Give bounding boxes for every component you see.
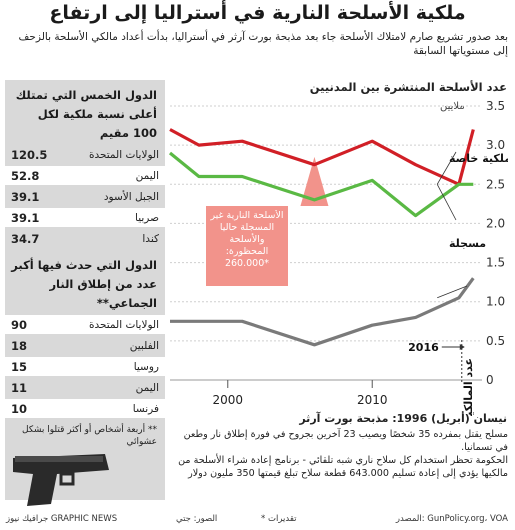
country-name: روسيا (133, 360, 159, 373)
marker-label: 2016 (408, 341, 439, 354)
country-name: الولايات المتحدة (88, 148, 159, 161)
ownership-heading: الدول الخمس التي تمتلك أعلى نسبة ملكية ل… (15, 88, 157, 140)
list-item: الولايات المتحدة 120.5 (5, 145, 165, 164)
country-name: الولايات المتحدة (88, 318, 159, 331)
series-line (168, 151, 474, 218)
list-item: الجبل الأسود 39.1 (5, 187, 165, 206)
country-name: اليمن (135, 169, 159, 182)
event-title: نيسان (أبريل) 1996: مذبحة بورت آرثر (299, 412, 507, 425)
country-name: صربيا (135, 211, 159, 224)
list-item: اليمن 52.8 (5, 166, 165, 185)
page-title: ملكية الأسلحة النارية في أستراليا إلى ار… (49, 2, 466, 24)
country-name: فرنسا (132, 402, 159, 415)
y-tick-label: 1.5 (486, 256, 505, 270)
series-lines (168, 128, 475, 347)
series-label: ملكية خاصة (449, 152, 508, 165)
country-value: 34.7 (11, 231, 40, 246)
estimate-note: * تقديرات (261, 514, 297, 524)
country-value: 120.5 (11, 147, 48, 162)
photo-credit: الصور: جتي (176, 514, 218, 524)
country-value: 52.8 (11, 168, 40, 183)
country-name: الجبل الأسود (103, 190, 159, 203)
handgun-icon (13, 454, 109, 506)
line-chart: 0 0.5 1.0 1.5 2.0 2.5 3.0 3.5 2000 2010 الأسلحة … (168, 99, 508, 416)
x-tick-label: 2010 (357, 393, 388, 407)
event-paragraph: مسلح يقتل بمفرده 35 شخصًا ويصيب 23 آخرين… (183, 429, 508, 453)
list-item: اليمن 11 (5, 378, 165, 397)
country-value: 10 (11, 401, 28, 416)
list-item: صربيا 39.1 (5, 208, 165, 227)
country-value: 11 (11, 380, 28, 395)
country-value: 39.1 (11, 189, 40, 204)
series-labels: ملكية خاصة مسجلة عدد المالكين المرخص لهم (436, 151, 508, 416)
event-paragraph: الحكومة تحظر استخدام كل سلاح ناري شبه تل… (178, 455, 508, 479)
country-name: الفلبين (129, 339, 159, 352)
shootings-footnote: ** أربعة أشخاص أو أكثر قتلوا بشكل عشوائي (22, 425, 157, 447)
x-tick-label: 2000 (213, 393, 244, 407)
list-item: الولايات المتحدة 90 (5, 315, 165, 334)
series-line (169, 128, 475, 186)
country-value: 15 (11, 359, 28, 374)
country-value: 18 (11, 338, 28, 353)
country-name: اليمن (135, 381, 159, 394)
series-label: عدد المالكين المرخص لهم (462, 358, 475, 416)
country-value: 39.1 (11, 210, 40, 225)
page-subtitle: بعد صدور تشريع صارم لامتلاك الأسلحة جاء … (18, 31, 508, 57)
y-tick-label: 0 (486, 373, 494, 387)
unit-label: ملايين (440, 101, 465, 112)
event-text: مسلح يقتل بمفرده 35 شخصًا ويصيب 23 آخرين… (178, 428, 508, 480)
label-leader (436, 151, 457, 185)
callout: الأسلحة النارية غير المسجلة حاليا والأسل… (206, 156, 329, 286)
y-tick-label: 3.5 (486, 99, 505, 113)
y-axis-ticks: 0 0.5 1.0 1.5 2.0 2.5 3.0 3.5 (486, 99, 505, 387)
y-tick-label: 2.0 (486, 216, 505, 230)
series-line (170, 277, 475, 347)
marker-arrowhead (459, 344, 465, 350)
shootings-heading: الدول التي حدث فيها أكبر عدد من إطلاق ال… (11, 258, 157, 310)
y-tick-label: 2.5 (486, 177, 505, 191)
shootings-list: الولايات المتحدة 90 الفلبين 18 روسيا 15 … (5, 315, 165, 418)
graphic-credit: جرافيك نيوز GRAPHIC NEWS (6, 514, 118, 524)
year-marker: 2016 (408, 340, 465, 382)
list-item: روسيا 15 (5, 357, 165, 376)
callout-box (206, 206, 288, 286)
label-leader (436, 184, 457, 221)
y-tick-label: 3.0 (486, 138, 505, 152)
callout-text: الأسلحة النارية غير المسجلة حاليا والأسل… (210, 210, 284, 269)
callout-text-wrap: الأسلحة النارية غير المسجلة حاليا والأسل… (210, 210, 284, 269)
ownership-list: الولايات المتحدة 120.5 اليمن 52.8 الجبل … (5, 145, 165, 248)
sidebar-panel: الدول الخمس التي تمتلك أعلى نسبة ملكية ل… (5, 80, 165, 500)
country-name: كندا (142, 232, 159, 245)
source-text: المصدر: GunPolicy.org، VOA (395, 514, 508, 524)
y-tick-label: 1.0 (486, 295, 505, 309)
chart-title: عدد الأسلحة المنتشرة بين المدنيين (309, 80, 507, 94)
series-label: مسجلة (449, 237, 486, 250)
country-value: 90 (11, 317, 28, 332)
list-item: كندا 34.7 (5, 229, 165, 248)
label-leader (437, 285, 468, 299)
list-item: فرنسا 10 (5, 399, 165, 418)
y-tick-label: 0.5 (486, 334, 505, 348)
list-item: الفلبين 18 (5, 336, 165, 355)
x-axis-ticks: 2000 2010 (170, 379, 482, 407)
callout-pointer (300, 156, 329, 206)
